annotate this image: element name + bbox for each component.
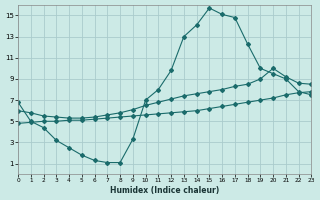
X-axis label: Humidex (Indice chaleur): Humidex (Indice chaleur) [110,186,219,195]
